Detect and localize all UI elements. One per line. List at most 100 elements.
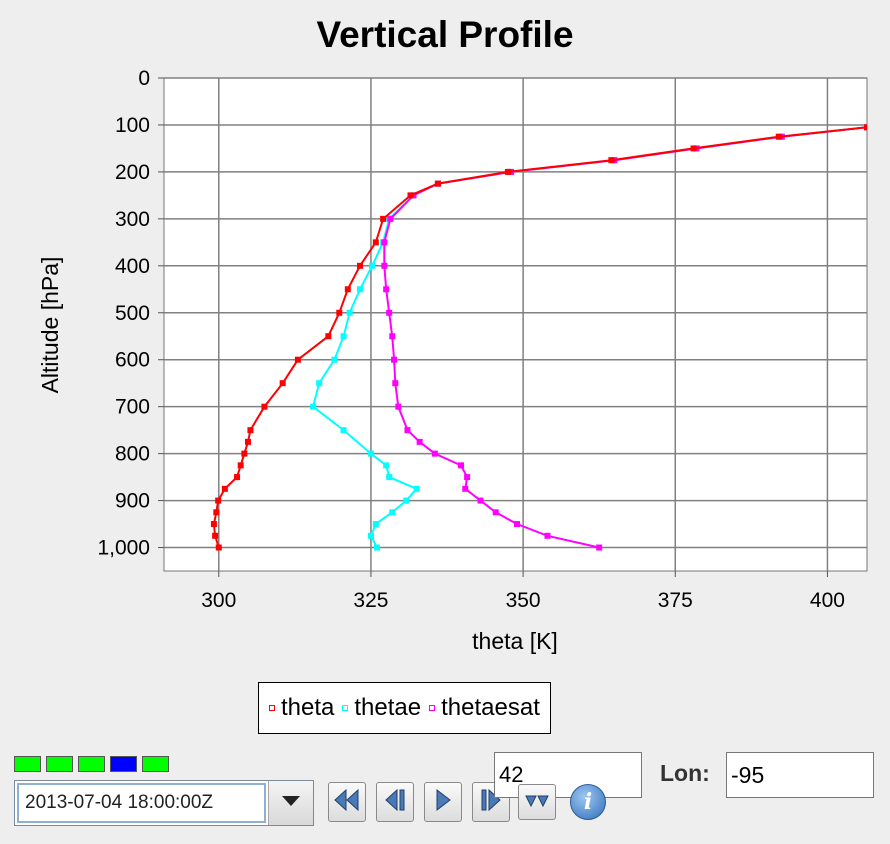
legend-entry-thetaesat: thetaesat [429, 694, 540, 722]
time-step-box[interactable] [110, 756, 137, 772]
data-point-theta [434, 180, 441, 187]
legend-swatch [269, 705, 275, 711]
y-tick-label: 100 [115, 114, 150, 137]
step-back-button[interactable] [376, 782, 414, 822]
legend-label: thetaesat [441, 694, 540, 721]
time-step-box[interactable] [46, 756, 73, 772]
x-tick-label: 300 [201, 589, 236, 612]
y-tick-label: 200 [115, 161, 150, 184]
data-point-theta [344, 286, 351, 293]
data-point-thetae [389, 509, 396, 516]
grid-lines [164, 77, 867, 571]
data-point-theta [215, 544, 222, 551]
data-point-theta [372, 239, 379, 246]
x-tick-label: 350 [506, 589, 541, 612]
data-point-thetaesat [464, 474, 471, 481]
play-button[interactable] [424, 782, 462, 822]
data-point-thetaesat [514, 521, 521, 528]
x-tick-label: 375 [658, 589, 693, 612]
info-button[interactable]: i [570, 784, 606, 820]
data-point-thetaesat [462, 485, 469, 492]
time-step-box[interactable] [78, 756, 105, 772]
info-icon: i [583, 789, 593, 815]
y-tick-label: 700 [115, 396, 150, 419]
data-point-theta [213, 509, 220, 516]
legend-entry-theta: theta [269, 694, 334, 722]
fast-forward-button[interactable] [518, 784, 556, 820]
data-point-thetaesat [395, 403, 402, 410]
data-point-theta [690, 145, 697, 152]
data-point-thetae [369, 262, 376, 269]
animation-time-strip[interactable] [14, 756, 169, 772]
data-point-thetae [346, 309, 353, 316]
data-point-thetaesat [387, 215, 394, 222]
data-point-thetaesat [492, 509, 499, 516]
data-point-theta [261, 403, 268, 410]
tick-labels: 300 325 350 375 400 0 100 200 300 400 500 600 700 800… [97, 67, 845, 612]
data-point-thetaesat [389, 333, 396, 340]
data-point-theta [775, 133, 782, 140]
data-point-thetaesat [381, 239, 388, 246]
triangle-down-icon [281, 794, 301, 812]
plot-area [163, 77, 868, 572]
data-point-thetae [316, 380, 323, 387]
data-point-thetaesat [391, 356, 398, 363]
data-point-thetae [331, 356, 338, 363]
data-point-thetaesat [544, 532, 551, 539]
data-point-theta [380, 215, 387, 222]
data-point-thetaesat [410, 192, 417, 199]
data-point-theta [234, 474, 241, 481]
data-point-thetaesat [431, 450, 438, 457]
x-tick-label: 400 [810, 589, 845, 612]
step-forward-icon [477, 788, 505, 817]
rewind-button[interactable] [328, 782, 366, 822]
data-point-thetae [403, 497, 410, 504]
data-point-thetaesat [596, 544, 603, 551]
fast-forward-icon [523, 790, 551, 815]
y-tick-label: 900 [115, 490, 150, 513]
data-point-thetaesat [386, 309, 393, 316]
chart-legend: theta thetae thetaesat [258, 682, 551, 734]
data-point-theta [504, 168, 511, 175]
dropdown-button[interactable] [268, 781, 313, 825]
data-point-thetaesat [383, 286, 390, 293]
data-point-theta [294, 356, 301, 363]
y-tick-label: 400 [115, 255, 150, 278]
rewind-icon [333, 788, 361, 817]
time-step-box[interactable] [142, 756, 169, 772]
step-back-icon [381, 788, 409, 817]
lon-field[interactable]: -95 [726, 752, 874, 798]
data-point-theta [864, 124, 867, 131]
data-point-thetaesat [458, 462, 465, 469]
data-point-theta [279, 380, 286, 387]
data-point-theta [247, 427, 254, 434]
legend-label: theta [281, 694, 335, 721]
data-point-theta [241, 450, 248, 457]
chart-plot: 300 325 350 375 400 0 100 200 300 400 500 600 700 800… [37, 67, 868, 654]
data-point-thetaesat [392, 380, 399, 387]
data-point-thetaesat [477, 497, 484, 504]
lat-field[interactable]: 42 [494, 752, 642, 798]
y-tick-label: 800 [115, 443, 150, 466]
legend-label: thetae [354, 694, 422, 721]
data-point-theta [212, 532, 219, 539]
chart-title: Vertical Profile [316, 14, 574, 55]
data-point-thetaesat [381, 262, 388, 269]
data-point-thetaesat [404, 427, 411, 434]
legend-entry-thetae: thetae [342, 694, 421, 722]
data-point-thetae [386, 474, 393, 481]
data-point-theta [244, 438, 251, 445]
time-select[interactable]: 2013-07-04 18:00:00Z [14, 780, 314, 826]
data-point-thetae [367, 532, 374, 539]
data-point-thetae [413, 485, 420, 492]
data-point-theta [608, 157, 615, 164]
data-point-thetae [372, 521, 379, 528]
legend-swatch [342, 705, 349, 711]
data-point-theta [336, 309, 343, 316]
time-step-box[interactable] [14, 756, 41, 772]
data-point-thetae [374, 544, 381, 551]
series-layer [210, 124, 867, 551]
data-point-theta [215, 497, 222, 504]
data-point-theta [325, 333, 332, 340]
time-select-value[interactable]: 2013-07-04 18:00:00Z [17, 783, 266, 823]
